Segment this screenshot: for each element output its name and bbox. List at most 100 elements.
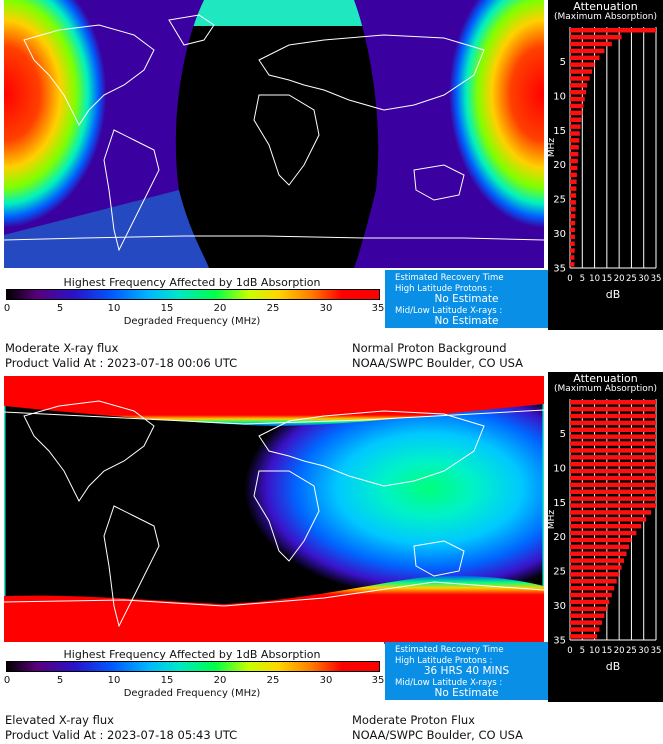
- mhz-tick: 5: [560, 57, 566, 68]
- legend-tick: 5: [56, 675, 64, 686]
- db-tick: 15: [601, 646, 612, 656]
- attenuation-bar: [570, 41, 612, 47]
- attenuation-bar: [570, 523, 642, 529]
- mid-lat-label: Mid/Low Latitude X-rays :: [395, 306, 503, 316]
- recovery-box: Estimated Recovery Time High Latitude Pr…: [385, 642, 548, 700]
- legend-tick: 35: [371, 303, 385, 314]
- attenuation-bar: [570, 544, 629, 550]
- db-tick: 30: [638, 646, 649, 656]
- db-axis-label: dB: [606, 660, 621, 673]
- legend-tick: 25: [266, 303, 280, 314]
- legend-tick: 30: [319, 303, 333, 314]
- mhz-tick: 15: [553, 126, 566, 137]
- legend-tick: 20: [213, 303, 227, 314]
- attenuation-bar: [570, 627, 600, 632]
- proton-status: Moderate Proton Flux: [352, 713, 475, 727]
- mid-lat-value: No Estimate: [434, 687, 499, 699]
- attenuation-bar: [570, 599, 610, 605]
- panel-bottom: Attenuation (Maximum Absorption) 5 10 15 20…: [0, 372, 663, 744]
- attenuation-bar: [570, 28, 656, 33]
- attenuation-bar: [570, 96, 585, 102]
- attenuation-bar: [570, 503, 656, 508]
- legend-tick: 25: [266, 675, 280, 686]
- legend-tick: 15: [160, 675, 174, 686]
- attenuation-bar: [570, 241, 575, 246]
- db-tick: 35: [651, 646, 662, 656]
- attenuation-bar: [570, 131, 580, 136]
- attenuation-bar: [570, 62, 595, 67]
- attenuation-bar: [570, 475, 656, 481]
- attenuation-bar: [570, 193, 577, 198]
- attenuation-bar: [570, 420, 656, 426]
- colorbar: [6, 289, 380, 300]
- mhz-tick: 35: [553, 264, 566, 275]
- attenuation-bar: [570, 158, 578, 164]
- legend-tick: 10: [107, 303, 121, 314]
- source-label: NOAA/SWPC Boulder, CO USA: [352, 356, 524, 370]
- attenuation-bar: [570, 482, 656, 488]
- attenuation-bar: [570, 227, 575, 233]
- mhz-tick: 15: [553, 498, 566, 509]
- attenuation-bar: [570, 110, 583, 116]
- attenuation-panel: Attenuation (Maximum Absorption) 5 10 15 20…: [548, 372, 663, 702]
- attenuation-bar: [570, 406, 656, 412]
- attenuation-bar: [570, 103, 584, 109]
- attenuation-bar: [570, 89, 586, 95]
- attenuation-bar: [570, 48, 605, 54]
- db-tick: 0: [567, 274, 572, 284]
- attenuation-bar: [570, 517, 647, 522]
- db-tick: 20: [614, 274, 625, 284]
- colorbar: [6, 661, 380, 672]
- legend-title: Highest Frequency Affected by 1dB Absorp…: [63, 276, 321, 289]
- high-lat-value: No Estimate: [434, 293, 499, 305]
- legend-tick: 10: [107, 675, 121, 686]
- db-axis-label: dB: [606, 288, 621, 301]
- mhz-tick: 25: [553, 567, 566, 578]
- attenuation-bar: [570, 172, 577, 178]
- attenuation-bar: [570, 186, 577, 191]
- mid-lat-value: No Estimate: [434, 315, 499, 327]
- absorption-map: [4, 0, 544, 268]
- valid-time: Product Valid At : 2023-07-18 05:43 UTC: [5, 728, 238, 742]
- attenuation-subtitle: (Maximum Absorption): [554, 384, 657, 394]
- attenuation-title: Attenuation: [573, 372, 638, 385]
- attenuation-bar: [570, 213, 576, 219]
- attenuation-bar: [570, 179, 577, 184]
- mhz-tick: 25: [553, 195, 566, 206]
- db-tick: 35: [651, 274, 662, 284]
- attenuation-bar: [570, 83, 588, 88]
- attenuation-bar: [570, 510, 652, 515]
- mid-lat-label: Mid/Low Latitude X-rays :: [395, 678, 503, 688]
- attenuation-bar: [570, 234, 575, 240]
- attenuation-bar: [570, 579, 617, 584]
- attenuation-bar: [570, 455, 656, 460]
- attenuation-bar: [570, 434, 656, 439]
- attenuation-bar: [570, 145, 579, 150]
- high-lat-label: High Latitude Protons :: [395, 284, 493, 294]
- high-lat-label: High Latitude Protons :: [395, 656, 493, 666]
- db-tick: 5: [580, 274, 585, 284]
- attenuation-bar: [570, 448, 656, 453]
- legend-axis-label: Degraded Frequency (MHz): [123, 316, 261, 327]
- db-tick: 20: [614, 646, 625, 656]
- legend-axis-label: Degraded Frequency (MHz): [123, 688, 261, 699]
- legend-tick: 5: [56, 303, 64, 314]
- attenuation-bar: [570, 441, 656, 446]
- db-tick: 10: [589, 646, 600, 656]
- attenuation-bar: [570, 427, 656, 433]
- attenuation-bar: [570, 592, 612, 598]
- attenuation-bar: [570, 551, 627, 556]
- attenuation-bar: [570, 55, 600, 61]
- db-tick: 5: [580, 646, 585, 656]
- attenuation-bar: [570, 461, 656, 467]
- recovery-title: Estimated Recovery Time: [395, 273, 504, 283]
- mhz-tick: 20: [553, 160, 566, 171]
- color-legend: Highest Frequency Affected by 1dB Absorp…: [0, 642, 384, 700]
- attenuation-bar: [570, 262, 575, 267]
- attenuation-bar: [570, 496, 656, 501]
- attenuation-bar: [570, 585, 615, 591]
- attenuation-bar: [570, 565, 622, 570]
- attenuation-bar: [570, 620, 602, 625]
